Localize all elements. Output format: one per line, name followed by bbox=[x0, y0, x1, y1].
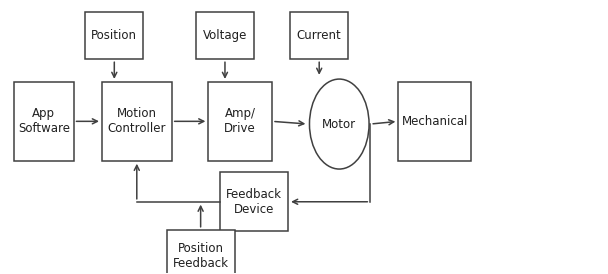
Bar bbox=[208, 82, 272, 161]
Text: Mechanical: Mechanical bbox=[401, 115, 468, 128]
Bar bbox=[85, 12, 143, 59]
Bar bbox=[291, 12, 348, 59]
Text: Motor: Motor bbox=[322, 118, 356, 130]
Bar bbox=[102, 82, 172, 161]
Text: Motion
Controller: Motion Controller bbox=[108, 107, 166, 135]
Text: App
Software: App Software bbox=[18, 107, 70, 135]
Text: Feedback
Device: Feedback Device bbox=[226, 188, 282, 216]
Text: Amp/
Drive: Amp/ Drive bbox=[224, 107, 256, 135]
Bar bbox=[14, 82, 74, 161]
Text: Position: Position bbox=[91, 29, 137, 42]
Ellipse shape bbox=[309, 79, 369, 169]
Text: Position
Feedback: Position Feedback bbox=[173, 242, 229, 270]
Bar bbox=[167, 230, 235, 274]
Bar bbox=[196, 12, 254, 59]
Bar bbox=[398, 82, 471, 161]
Text: Voltage: Voltage bbox=[203, 29, 247, 42]
Bar bbox=[220, 172, 288, 231]
Text: Current: Current bbox=[297, 29, 342, 42]
